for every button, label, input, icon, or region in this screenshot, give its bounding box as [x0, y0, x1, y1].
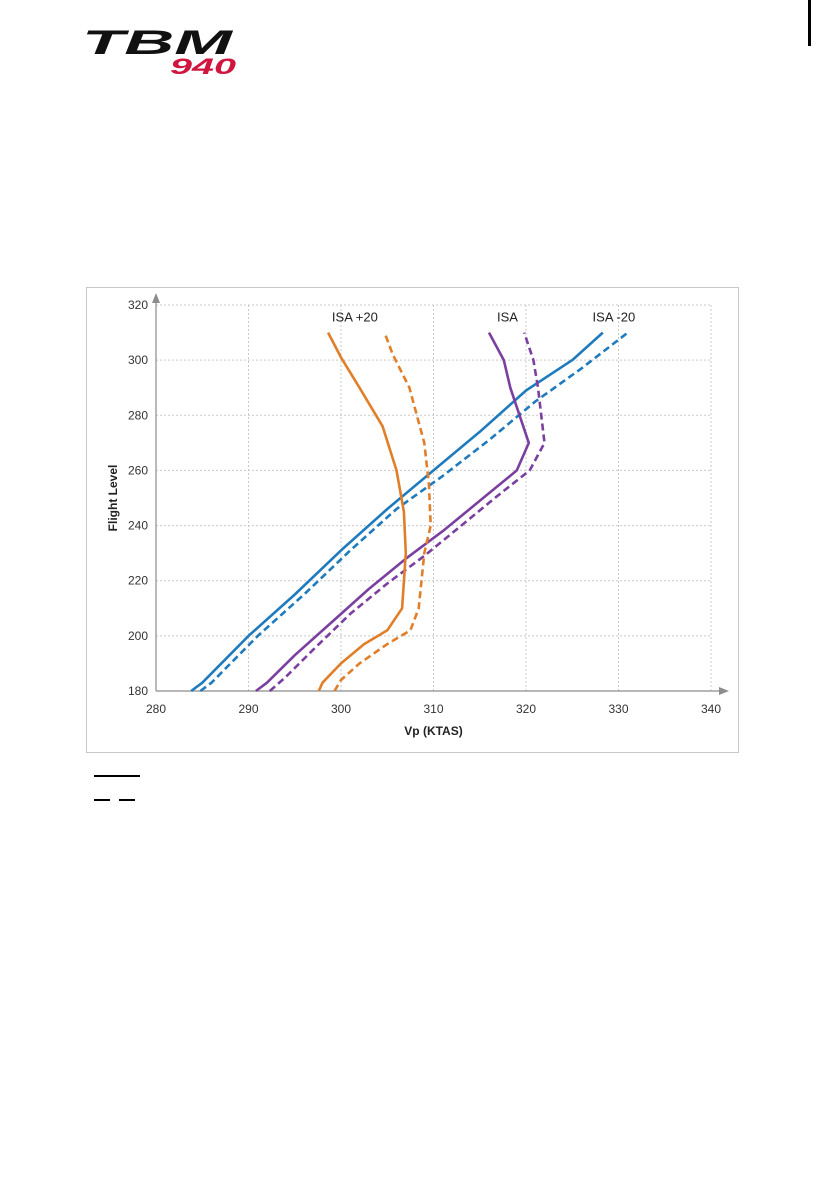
logo-model-text: 940 — [170, 54, 237, 78]
series-line-4 — [268, 332, 546, 692]
series-line-3 — [255, 331, 531, 693]
series-line-6 — [333, 332, 432, 692]
y-tick-label: 260 — [128, 463, 148, 477]
x-tick-label: 320 — [516, 702, 536, 716]
x-tick-label: 340 — [701, 702, 721, 716]
series-lines — [190, 331, 629, 693]
series-line-2 — [199, 331, 629, 693]
logo-brand-text: TBM — [82, 28, 233, 62]
y-tick-label: 180 — [128, 684, 148, 698]
axes — [152, 293, 729, 695]
flight-level-vs-speed-chart: 280 290 300 310 320 330 340 180 200 220 240 260 280 3… — [106, 293, 729, 738]
x-tick-label: 310 — [423, 702, 443, 716]
page-edge-line — [808, 0, 811, 46]
grid — [156, 304, 712, 691]
curve-annotation: ISA +20 — [332, 310, 378, 325]
y-axis-title: Flight Level — [106, 465, 120, 532]
y-axis-arrow — [152, 293, 160, 303]
y-tick-label: 220 — [128, 574, 148, 588]
tbm-940-logo: TBM 940 — [82, 28, 237, 78]
y-tick-label: 240 — [128, 519, 148, 533]
series-line-5 — [317, 332, 408, 692]
y-tick-label: 280 — [128, 408, 148, 422]
y-tick-label: 200 — [128, 629, 148, 643]
curve-annotation: ISA — [497, 310, 518, 325]
curve-annotation: ISA -20 — [593, 310, 636, 325]
x-tick-label: 330 — [608, 702, 628, 716]
y-tick-label: 320 — [128, 298, 148, 312]
series-line-1 — [190, 331, 604, 693]
chart-frame: 280 290 300 310 320 330 340 180 200 220 240 260 280 3… — [86, 287, 739, 753]
y-tick-label: 300 — [128, 353, 148, 367]
x-tick-label: 300 — [331, 702, 351, 716]
x-tick-label: 280 — [146, 702, 166, 716]
chart-labels: 280 290 300 310 320 330 340 180 200 220 240 260 280 3… — [106, 298, 721, 738]
x-tick-label: 290 — [238, 702, 258, 716]
x-axis-title: Vp (KTAS) — [404, 724, 462, 738]
legend-key — [94, 775, 140, 801]
x-axis-arrow — [719, 687, 729, 695]
